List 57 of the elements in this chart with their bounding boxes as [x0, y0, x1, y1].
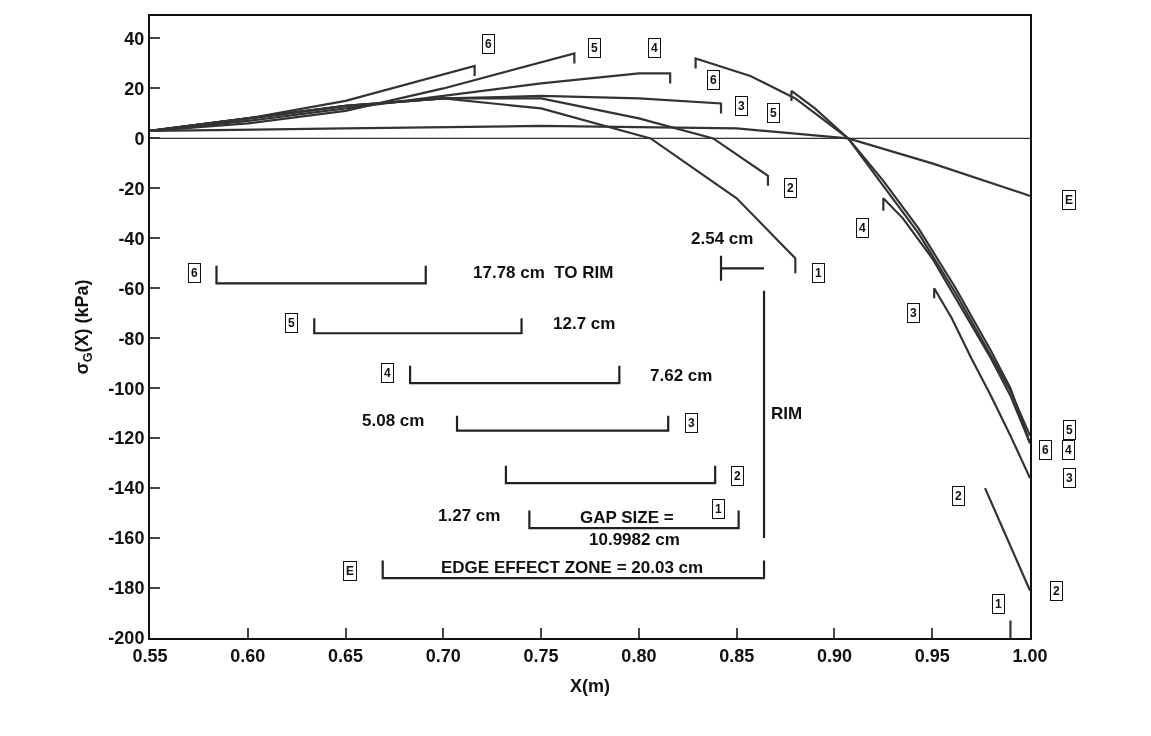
x-tick-label: 0.65: [328, 645, 364, 666]
annotation: 7.62 cm: [650, 366, 713, 385]
annotation: 2: [734, 469, 741, 483]
annotation: 1: [715, 502, 722, 516]
annotation: 3: [738, 99, 745, 113]
y-tick-label: -160: [108, 528, 145, 549]
annotation: 3: [688, 416, 695, 430]
annotation: 10.9982 cm: [589, 530, 680, 549]
x-tick-label: 0.80: [621, 645, 657, 666]
annotation: RIM: [771, 404, 803, 423]
y-tick-label: -20: [118, 178, 145, 199]
annotation: 3: [910, 306, 917, 320]
annotation: 1.27 cm: [438, 506, 501, 525]
annotation: 6: [710, 73, 717, 87]
x-tick-label: 0.60: [230, 645, 266, 666]
annotation: 6: [191, 266, 198, 280]
x-tick-label: 0.95: [914, 645, 950, 666]
annotation: 4: [1065, 443, 1072, 457]
x-tick-label: 0.70: [425, 645, 461, 666]
annotation: GAP SIZE =: [580, 508, 674, 527]
y-tick-label: 20: [124, 78, 145, 99]
y-tick-label: -120: [108, 428, 145, 449]
annotation: 4: [651, 41, 658, 55]
annotation: 2.54 cm: [691, 229, 754, 248]
annotation: 4: [859, 221, 866, 235]
y-tick-label: 40: [124, 28, 145, 49]
annotation: 5: [770, 106, 777, 120]
y-tick-label: -60: [118, 278, 145, 299]
annotation: 3: [1066, 471, 1073, 485]
annotation: 5: [591, 41, 598, 55]
annotation: 12.7 cm: [553, 314, 616, 333]
x-tick-label: 0.75: [523, 645, 559, 666]
x-tick-label: 0.85: [719, 645, 755, 666]
x-axis-title: X(m): [570, 676, 610, 697]
y-tick-label: -40: [118, 228, 145, 249]
annotation: 5: [1066, 423, 1073, 437]
x-tick-label: 1.00: [1012, 645, 1048, 666]
annotation: 1: [995, 597, 1002, 611]
y-tick-label: -80: [118, 328, 145, 349]
annotation: 4: [384, 366, 391, 380]
annotation: 1: [815, 266, 822, 280]
y-tick-label: -100: [108, 378, 145, 399]
annotation: 6: [1042, 443, 1049, 457]
annotation: 5.08 cm: [362, 411, 425, 430]
annotation: 5: [288, 316, 295, 330]
y-tick-label: 0: [134, 128, 145, 149]
annotation: 17.78 cm TO RIM: [473, 263, 614, 282]
annotation: 2: [787, 181, 794, 195]
annotation: 2: [1053, 584, 1060, 598]
annotation: EDGE EFFECT ZONE = 20.03 cm: [441, 558, 704, 577]
y-tick-label: -180: [108, 578, 145, 599]
annotation: 2: [955, 489, 962, 503]
annotation: E: [346, 564, 355, 578]
y-tick-label: -140: [108, 478, 145, 499]
annotation: 6: [485, 37, 492, 51]
x-tick-label: 0.90: [816, 645, 852, 666]
annotation: E: [1065, 193, 1074, 207]
